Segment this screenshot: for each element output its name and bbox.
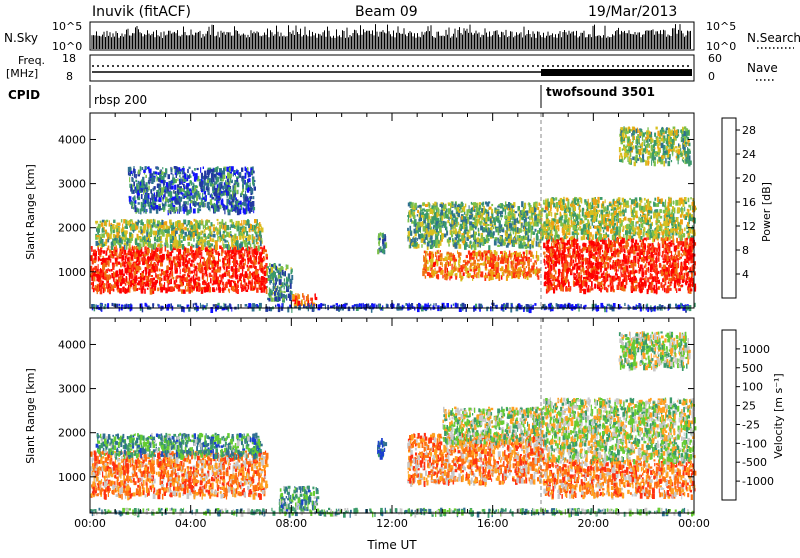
- nave-tick-top: 60: [708, 52, 722, 65]
- colorbar-tick-label: 8: [742, 244, 749, 257]
- colorbar-tick-label: 24: [742, 148, 756, 161]
- echo-region-5: [377, 232, 387, 254]
- colorbar-tick-label: 1000: [742, 343, 770, 356]
- ytick-label: 1000: [58, 471, 86, 484]
- station-title: Inuvik (fitACF): [92, 4, 191, 20]
- freq-tick-bottom: 8: [66, 70, 73, 83]
- freq-label-line1: Freq.: [18, 54, 45, 67]
- echo-region-8: [619, 331, 691, 371]
- time-xlabel: Time UT: [366, 538, 417, 552]
- ytick-label: 3000: [58, 383, 86, 396]
- xtick-label: 00:00: [74, 517, 106, 530]
- colorbar-tick-label: -1000: [742, 475, 774, 488]
- ytick-label: 2000: [58, 427, 86, 440]
- echo-region-0: [90, 245, 268, 294]
- colorbar-tick-label: 500: [742, 362, 763, 375]
- xtick-label: 20:00: [577, 517, 609, 530]
- velocity-heatmap: [90, 318, 696, 518]
- echo-region-6: [543, 459, 696, 500]
- nsky-label: N.Sky: [4, 31, 38, 45]
- freq-panel-frame: [90, 55, 694, 81]
- colorbar-tick-label: 16: [742, 196, 756, 209]
- nsky-tick-top: 10^5: [52, 20, 82, 33]
- velocity-xaxis: 00:00 04:00 08:00 12:00 16:00 20:00 00:00: [74, 517, 710, 530]
- echo-region-3: [267, 263, 294, 303]
- nave-label: Nave: [747, 61, 778, 75]
- colorbar-tick-label: 12: [742, 220, 756, 233]
- colorbar-tick-label: -500: [742, 456, 767, 469]
- freq-trace-b: [541, 69, 692, 76]
- xtick-label: 12:00: [376, 517, 408, 530]
- date-title: 19/Mar/2013: [588, 4, 677, 20]
- colorbar-tick-label: 100: [742, 381, 763, 394]
- xtick-label: 00:00: [678, 517, 710, 530]
- ytick-label: 3000: [58, 178, 86, 191]
- cpid-mode-2: twofsound 3501: [546, 85, 655, 99]
- echo-region-9: [543, 197, 697, 243]
- freq-tick-top: 18: [62, 52, 76, 65]
- freq-label-line2: [MHz]: [6, 67, 38, 80]
- nsearch-label: N.Search: [747, 31, 800, 45]
- beam-title: Beam 09: [355, 4, 418, 20]
- power-colorbar-label: Power [dB]: [760, 182, 773, 242]
- nave-tick-bottom: 0: [708, 70, 715, 83]
- velocity-ylabel: Slant Range [km]: [24, 368, 37, 464]
- xtick-label: 16:00: [477, 517, 509, 530]
- echo-region-2: [279, 486, 320, 513]
- echo-region-7: [543, 397, 696, 464]
- nsearch-tick-top: 10^5: [706, 20, 736, 33]
- cpid-label: CPID: [8, 88, 40, 102]
- velocity-colorbar: 1000 500 100 25 -25 -100 -500 -1000: [722, 330, 774, 500]
- colorbar-tick-label: 28: [742, 124, 756, 137]
- colorbar-tick-label: 4: [742, 268, 749, 281]
- colorbar-tick-label: 20: [742, 172, 756, 185]
- echo-region-1: [95, 219, 263, 251]
- echo-region-6: [407, 201, 545, 251]
- xtick-label: 08:00: [275, 517, 307, 530]
- nsky-noise-trace: [92, 24, 691, 49]
- colorbar-tick-label: -100: [742, 437, 767, 450]
- cpid-mode-1: rbsp 200: [94, 93, 147, 107]
- echo-region-10: [619, 126, 692, 166]
- power-ylabel: Slant Range [km]: [24, 164, 37, 260]
- echo-region-3: [377, 438, 387, 460]
- nsky-trace: [92, 24, 691, 49]
- xtick-label: 04:00: [175, 517, 207, 530]
- ytick-label: 4000: [58, 133, 86, 146]
- ytick-label: 4000: [58, 338, 86, 351]
- power-heatmap: [90, 113, 697, 313]
- colorbar-tick-label: 25: [742, 400, 756, 413]
- ytick-label: 2000: [58, 222, 86, 235]
- velocity-colorbar-label: Velocity [m s⁻¹]: [772, 373, 785, 458]
- colorbar-tick-label: -25: [742, 418, 760, 431]
- ytick-label: 1000: [58, 266, 86, 279]
- echo-region-1: [96, 433, 263, 461]
- echo-region-2: [128, 166, 256, 215]
- echo-region-8: [543, 237, 696, 295]
- echo-region-7: [422, 250, 540, 282]
- power-colorbar: 4 8 12 16 20 24 28: [722, 118, 756, 298]
- echo-region-5: [442, 407, 545, 447]
